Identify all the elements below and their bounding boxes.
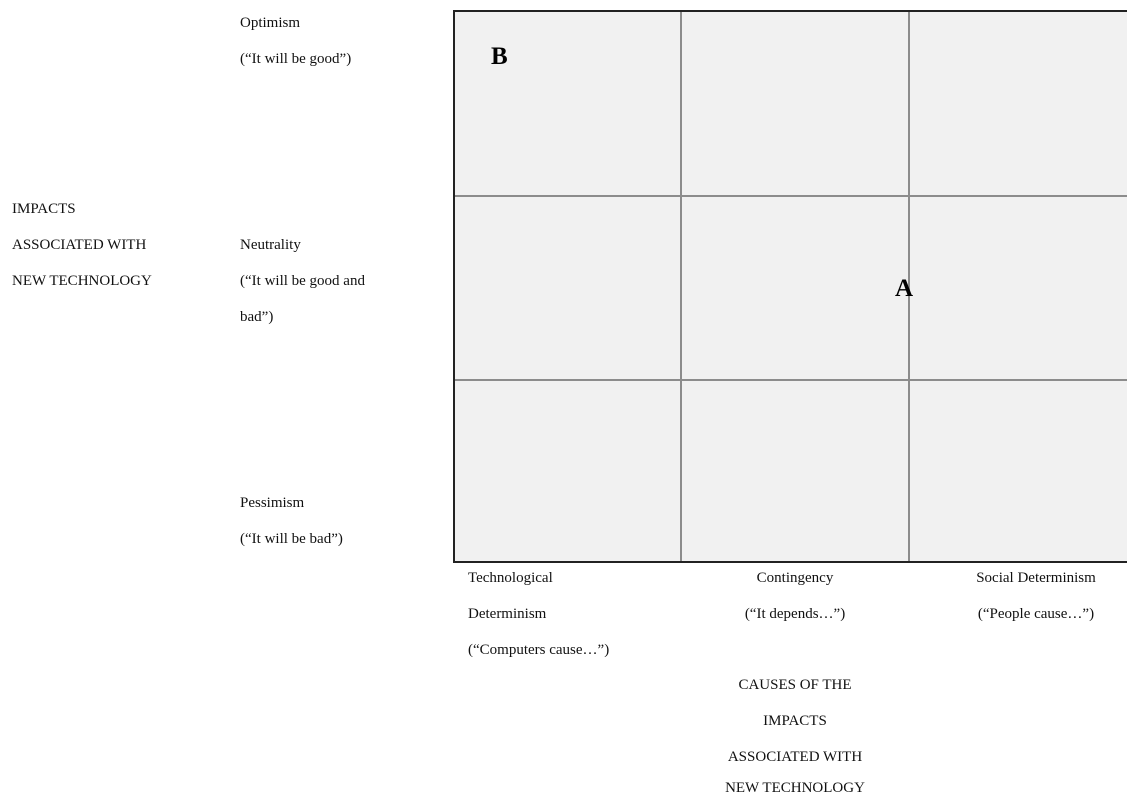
marker-b: B <box>491 43 508 70</box>
y-level-neutrality-label: Neutrality <box>240 237 301 253</box>
x-axis-title-line-3: ASSOCIATED WITH <box>727 749 863 765</box>
x-level-technological-label-line-1: Technological <box>468 570 553 586</box>
x-level-contingency-label: Contingency <box>756 570 834 586</box>
y-level-neutrality-quote-line-1: (“It will be good and <box>240 273 365 289</box>
x-axis-title-line-1: CAUSES OF THE <box>738 677 852 693</box>
x-axis-title-line-4: NEW TECHNOLOGY <box>725 780 865 796</box>
y-level-neutrality-quote-line-2: bad”) <box>240 309 274 325</box>
grid-divider-vertical-1 <box>680 12 682 561</box>
y-level-optimism-quote: (“It will be good”) <box>240 51 352 67</box>
x-axis-title-line-2: IMPACTS <box>763 713 827 729</box>
y-axis-title-line-1: IMPACTS <box>12 201 76 217</box>
x-level-technological-quote: (“Computers cause…”) <box>468 642 610 658</box>
y-level-pessimism-quote: (“It will be bad”) <box>240 531 343 547</box>
x-level-contingency-quote: (“It depends…”) <box>744 606 846 622</box>
impact-cause-grid: B A <box>453 10 1127 563</box>
grid-divider-vertical-2 <box>908 12 910 561</box>
y-axis-title-line-3: NEW TECHNOLOGY <box>12 273 152 289</box>
x-level-social-quote: (“People cause…”) <box>977 606 1095 622</box>
y-level-optimism-label: Optimism <box>240 15 301 31</box>
x-level-social-label: Social Determinism <box>976 570 1096 586</box>
marker-a: A <box>895 275 914 302</box>
grid-divider-horizontal-2 <box>455 379 1127 381</box>
y-level-pessimism-label: Pessimism <box>240 495 305 511</box>
grid-divider-horizontal-1 <box>455 195 1127 197</box>
y-axis-title-line-2: ASSOCIATED WITH <box>12 237 147 253</box>
x-level-technological-label-line-2: Determinism <box>468 606 547 622</box>
